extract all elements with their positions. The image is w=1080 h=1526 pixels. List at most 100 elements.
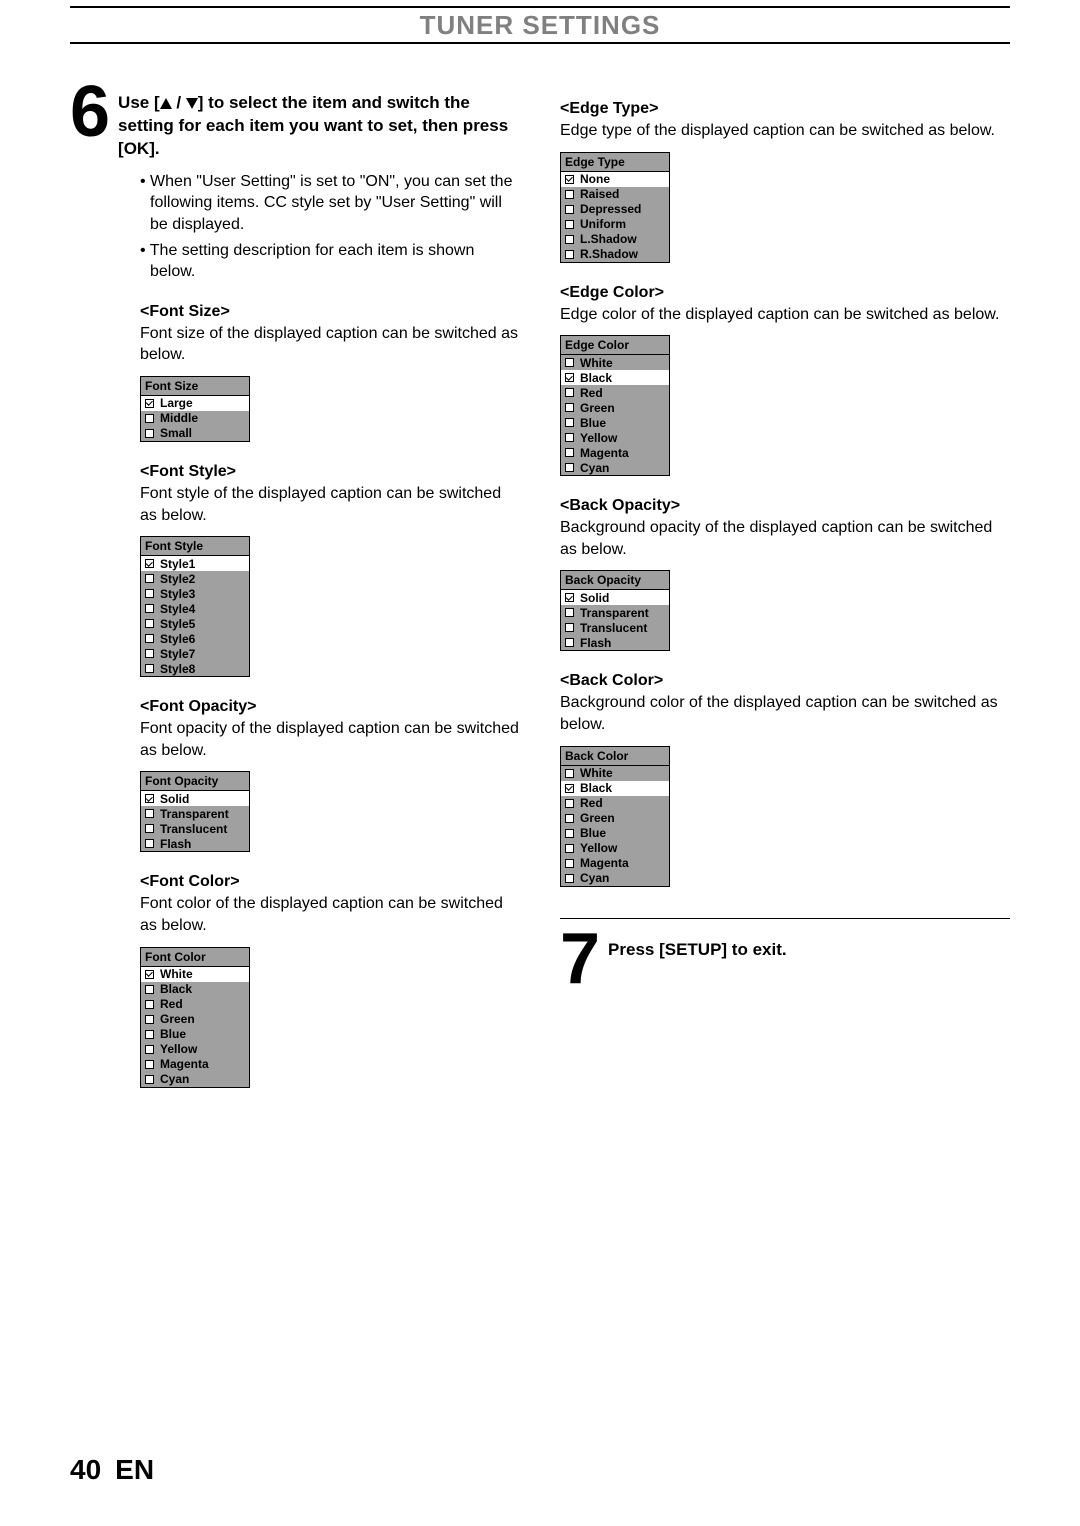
menu-option[interactable]: Translucent bbox=[561, 620, 669, 635]
menu-option[interactable]: R.Shadow bbox=[561, 247, 669, 262]
bullet-item: • When "User Setting" is set to "ON", yo… bbox=[140, 171, 520, 236]
menu-option[interactable]: Red bbox=[561, 796, 669, 811]
menu-option[interactable]: Solid bbox=[561, 590, 669, 605]
option-label: Style2 bbox=[160, 572, 195, 586]
option-label: Cyan bbox=[580, 871, 609, 885]
checkbox-icon bbox=[145, 649, 154, 658]
option-menu: Edge ColorWhiteBlackRedGreenBlueYellowMa… bbox=[560, 335, 670, 476]
checkbox-icon bbox=[145, 1030, 154, 1039]
menu-option[interactable]: Transparent bbox=[141, 806, 249, 821]
checkbox-icon bbox=[565, 250, 574, 259]
menu-option[interactable]: Raised bbox=[561, 187, 669, 202]
menu-option[interactable]: Cyan bbox=[561, 460, 669, 475]
menu-option[interactable]: Black bbox=[561, 781, 669, 796]
menu-option[interactable]: Green bbox=[141, 1012, 249, 1027]
checkbox-icon bbox=[565, 388, 574, 397]
bullet-text: When "User Setting" is set to "ON", you … bbox=[150, 173, 512, 233]
bullet-text: The setting description for each item is… bbox=[150, 242, 475, 281]
menu-option[interactable]: White bbox=[561, 766, 669, 781]
right-column: <Edge Type>Edge type of the displayed ca… bbox=[560, 80, 1010, 1426]
checkbox-icon bbox=[145, 1015, 154, 1024]
section-title: <Font Opacity> bbox=[140, 698, 520, 716]
divider bbox=[560, 918, 1010, 919]
step-instruction: Press [SETUP] to exit. bbox=[608, 927, 787, 962]
step-instruction: Use [ / ] to select the item and switch … bbox=[118, 80, 520, 161]
menu-option[interactable]: L.Shadow bbox=[561, 232, 669, 247]
menu-option[interactable]: Magenta bbox=[141, 1057, 249, 1072]
menu-option[interactable]: Yellow bbox=[141, 1042, 249, 1057]
menu-option[interactable]: Blue bbox=[561, 826, 669, 841]
menu-option[interactable]: Translucent bbox=[141, 821, 249, 836]
menu-option[interactable]: Black bbox=[561, 370, 669, 385]
menu-option[interactable]: Solid bbox=[141, 791, 249, 806]
option-label: None bbox=[580, 172, 610, 186]
option-label: Flash bbox=[580, 636, 611, 650]
option-label: Large bbox=[160, 396, 193, 410]
menu-option[interactable]: Style4 bbox=[141, 601, 249, 616]
menu-title: Back Opacity bbox=[561, 571, 669, 590]
option-label: Yellow bbox=[580, 841, 617, 855]
option-label: Style8 bbox=[160, 662, 195, 676]
option-label: R.Shadow bbox=[580, 247, 638, 261]
section-description: Font color of the displayed caption can … bbox=[140, 893, 520, 936]
menu-option[interactable]: Blue bbox=[561, 415, 669, 430]
setting-section: <Font Color>Font color of the displayed … bbox=[140, 873, 520, 1088]
checkbox-icon bbox=[145, 970, 154, 979]
menu-option[interactable]: Uniform bbox=[561, 217, 669, 232]
menu-option[interactable]: White bbox=[141, 967, 249, 982]
menu-option[interactable]: Large bbox=[141, 396, 249, 411]
checkbox-icon bbox=[145, 574, 154, 583]
option-label: Style7 bbox=[160, 647, 195, 661]
setting-section: <Back Opacity>Background opacity of the … bbox=[560, 497, 1010, 652]
option-label: Style3 bbox=[160, 587, 195, 601]
page-footer: 40EN bbox=[70, 1454, 154, 1486]
checkbox-icon bbox=[145, 824, 154, 833]
checkbox-icon bbox=[565, 358, 574, 367]
menu-option[interactable]: Magenta bbox=[561, 856, 669, 871]
checkbox-icon bbox=[145, 1000, 154, 1009]
menu-option[interactable]: Flash bbox=[561, 635, 669, 650]
checkbox-icon bbox=[565, 373, 574, 382]
menu-option[interactable]: Black bbox=[141, 982, 249, 997]
page-number: 40 bbox=[70, 1454, 101, 1485]
arrow-down-icon bbox=[186, 98, 198, 109]
menu-option[interactable]: Cyan bbox=[561, 871, 669, 886]
step-number: 6 bbox=[70, 80, 108, 145]
step-text-pre: Use [ bbox=[118, 93, 160, 112]
checkbox-icon bbox=[145, 1075, 154, 1084]
menu-option[interactable]: Red bbox=[141, 997, 249, 1012]
menu-option[interactable]: Red bbox=[561, 385, 669, 400]
step-text-mid: / bbox=[172, 93, 186, 112]
menu-option[interactable]: Green bbox=[561, 400, 669, 415]
menu-option[interactable]: Style3 bbox=[141, 586, 249, 601]
menu-option[interactable]: Style7 bbox=[141, 646, 249, 661]
menu-option[interactable]: Magenta bbox=[561, 445, 669, 460]
menu-option[interactable]: Transparent bbox=[561, 605, 669, 620]
checkbox-icon bbox=[565, 418, 574, 427]
menu-option[interactable]: Green bbox=[561, 811, 669, 826]
menu-option[interactable]: Style2 bbox=[141, 571, 249, 586]
menu-option[interactable]: Yellow bbox=[561, 841, 669, 856]
option-label: Green bbox=[580, 811, 615, 825]
checkbox-icon bbox=[565, 448, 574, 457]
checkbox-icon bbox=[565, 829, 574, 838]
option-label: Small bbox=[160, 426, 192, 440]
menu-option[interactable]: Depressed bbox=[561, 202, 669, 217]
setting-section: <Font Opacity>Font opacity of the displa… bbox=[140, 698, 520, 853]
menu-option[interactable]: Cyan bbox=[141, 1072, 249, 1087]
menu-option[interactable]: Small bbox=[141, 426, 249, 441]
menu-option[interactable]: Style8 bbox=[141, 661, 249, 676]
menu-option[interactable]: Blue bbox=[141, 1027, 249, 1042]
menu-option[interactable]: None bbox=[561, 172, 669, 187]
menu-option[interactable]: Style1 bbox=[141, 556, 249, 571]
menu-option[interactable]: Style6 bbox=[141, 631, 249, 646]
step6-bullets: • When "User Setting" is set to "ON", yo… bbox=[140, 171, 520, 283]
menu-option[interactable]: Middle bbox=[141, 411, 249, 426]
menu-option[interactable]: Flash bbox=[141, 836, 249, 851]
option-label: White bbox=[160, 967, 193, 981]
menu-option[interactable]: Yellow bbox=[561, 430, 669, 445]
checkbox-icon bbox=[145, 634, 154, 643]
menu-option[interactable]: White bbox=[561, 355, 669, 370]
option-label: Cyan bbox=[580, 461, 609, 475]
menu-option[interactable]: Style5 bbox=[141, 616, 249, 631]
